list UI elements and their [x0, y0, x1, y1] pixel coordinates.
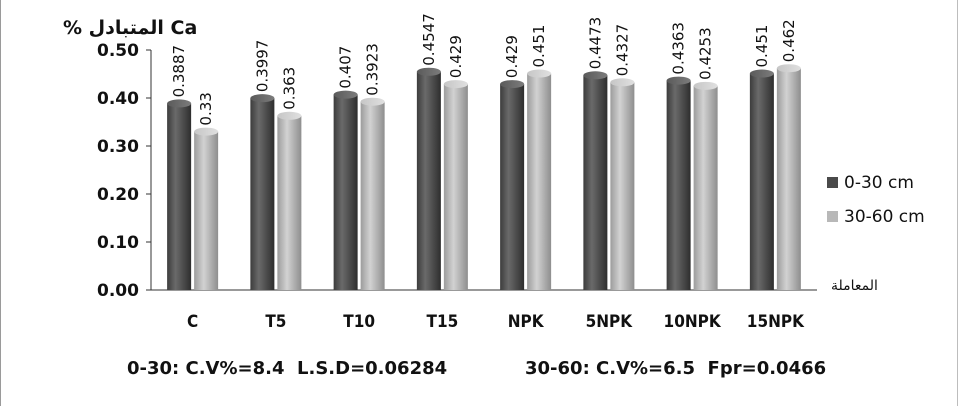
legend-swatch-30-60 — [827, 211, 838, 222]
data-label: 0.451 — [753, 25, 771, 68]
bar-cap — [776, 64, 801, 73]
bar-0-30-5npk — [583, 75, 608, 291]
bar-cap — [693, 81, 718, 90]
y-tick-label: 0.10 — [97, 233, 139, 253]
data-label: 0.363 — [280, 67, 298, 110]
legend: 0-30 cm 30-60 cm — [827, 173, 925, 227]
bar-cap — [749, 69, 774, 78]
bar-cap — [194, 127, 219, 136]
bar-30-60-5npk — [610, 82, 635, 290]
bar-0-30-t5 — [250, 98, 275, 290]
data-label: 0.429 — [447, 35, 465, 78]
legend-label-30-60: 30-60 cm — [844, 207, 925, 227]
bar-0-30-t15 — [416, 71, 441, 290]
data-label: 0.462 — [780, 19, 798, 62]
bar-cap — [250, 94, 275, 103]
bar-30-60-t10 — [360, 101, 385, 290]
y-axis-ticks: 0.00 0.10 0.20 0.30 0.40 0.50 — [97, 41, 151, 301]
bar-cap — [416, 67, 441, 76]
bar-cap — [500, 80, 525, 89]
y-tick-label: 0.40 — [97, 89, 139, 109]
bar-cap — [277, 111, 302, 120]
category-label: 15NPK — [747, 312, 805, 332]
data-label: 0.429 — [503, 35, 521, 78]
bar-cap — [333, 90, 358, 99]
bar-cap — [443, 80, 468, 89]
data-label: 0.451 — [530, 25, 548, 68]
legend-swatch-0-30 — [827, 177, 838, 188]
bars-group: 0.3887 0.33 0.3997 0.363 0.407 0.3923 0.4547 0.… — [167, 13, 801, 291]
data-label: 0.4253 — [697, 27, 715, 80]
stats-left: 0-30: C.V%=8.4 L.S.D=0.06284 — [127, 358, 447, 379]
data-label: 0.3887 — [170, 45, 188, 98]
bar-0-30-15npk — [749, 73, 774, 291]
bar-30-60-t5 — [277, 115, 302, 290]
data-label: 0.407 — [337, 46, 355, 89]
y-tick-label: 0.00 — [97, 281, 139, 301]
category-label: C — [187, 312, 198, 332]
data-label: 0.4473 — [586, 17, 604, 70]
legend-item-0-30: 0-30 cm — [827, 173, 914, 193]
bar-30-60-15npk — [776, 68, 801, 291]
category-label: T15 — [427, 312, 459, 332]
category-label: NPK — [508, 312, 545, 332]
y-axis-title: % المتبادل Ca — [63, 17, 197, 39]
data-label: 0.3997 — [253, 40, 271, 93]
category-label: T5 — [265, 312, 286, 332]
category-label: 5NPK — [586, 312, 634, 332]
category-labels: C T5 T10 T15 NPK 5NPK 10NPK 15NPK — [187, 312, 805, 332]
stats-right: 30-60: C.V%=6.5 Fpr=0.0466 — [525, 358, 826, 379]
category-label: 10NPK — [664, 312, 722, 332]
data-label: 0.33 — [197, 92, 215, 125]
data-label: 0.4363 — [670, 22, 688, 75]
bar-cap — [666, 76, 691, 85]
y-tick-label: 0.20 — [97, 185, 139, 205]
category-label: T10 — [343, 312, 375, 332]
legend-label-0-30: 0-30 cm — [844, 173, 914, 193]
legend-item-30-60: 30-60 cm — [827, 207, 925, 227]
x-axis-title: المعاملة — [831, 278, 878, 294]
bar-cap — [610, 78, 635, 87]
bar-30-60-c — [194, 131, 219, 290]
bar-cap — [583, 71, 608, 80]
bar-30-60-10npk — [693, 85, 718, 290]
y-tick-label: 0.30 — [97, 137, 139, 157]
bar-cap — [167, 99, 192, 108]
bar-cap — [360, 97, 385, 106]
y-tick-label: 0.50 — [97, 41, 139, 61]
data-label: 0.4547 — [420, 13, 438, 66]
data-label: 0.4327 — [613, 24, 631, 77]
bar-0-30-c — [167, 103, 192, 290]
bar-0-30-npk — [500, 84, 525, 290]
data-label: 0.3923 — [364, 43, 382, 96]
bar-0-30-10npk — [666, 80, 691, 291]
bar-0-30-t10 — [333, 94, 358, 290]
bar-cap — [527, 69, 552, 78]
bar-30-60-t15 — [443, 84, 468, 290]
bar-30-60-npk — [527, 73, 552, 291]
